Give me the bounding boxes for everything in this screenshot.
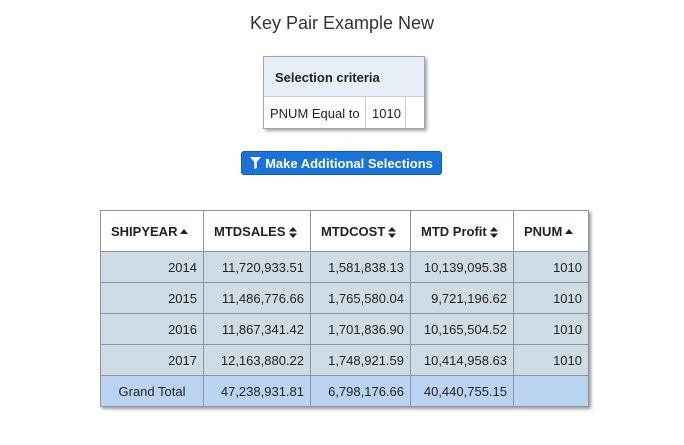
table-row: 2014 11,720,933.51 1,581,838.13 10,139,0… bbox=[100, 251, 589, 283]
column-header-label: MTDCOST bbox=[321, 223, 386, 239]
column-header-label: PNUM bbox=[524, 223, 563, 239]
sort-both-icon[interactable] bbox=[489, 226, 498, 238]
grand-total-label: Grand Total bbox=[100, 375, 204, 407]
cell-pnum: 1010 bbox=[513, 282, 589, 314]
cell-mtd-profit: 10,414,958.63 bbox=[410, 344, 514, 376]
total-mtdcost: 6,798,176.66 bbox=[310, 375, 411, 407]
table-row: 2015 11,486,776.66 1,765,580.04 9,721,19… bbox=[100, 282, 589, 314]
column-header-mtdcost[interactable]: MTDCOST bbox=[310, 210, 411, 252]
sort-both-icon[interactable] bbox=[288, 226, 297, 238]
column-header-pnum[interactable]: PNUM bbox=[513, 210, 589, 252]
criteria-field: PNUM Equal to bbox=[264, 97, 366, 128]
column-header-label: MTD Profit bbox=[421, 223, 487, 239]
sort-ascending-icon[interactable] bbox=[565, 228, 574, 236]
column-header-label: SHIPYEAR bbox=[111, 223, 178, 239]
table-row: 2017 12,163,880.22 1,748,921.59 10,414,9… bbox=[100, 344, 589, 376]
page-title: Key Pair Example New bbox=[249, 13, 435, 33]
column-header-mtdsales[interactable]: MTDSALES bbox=[203, 210, 311, 252]
cell-mtdcost: 1,765,580.04 bbox=[310, 282, 411, 314]
cell-pnum: 1010 bbox=[513, 313, 589, 345]
selection-criteria-header: Selection criteria bbox=[264, 57, 424, 97]
criteria-value: 1010 bbox=[366, 97, 406, 128]
cell-mtd-profit: 10,165,504.52 bbox=[410, 313, 514, 345]
cell-mtdsales: 11,867,341.42 bbox=[203, 313, 311, 345]
cell-mtdcost: 1,701,836.90 bbox=[310, 313, 411, 345]
selection-criteria-panel: Selection criteria PNUM Equal to 1010 bbox=[263, 56, 425, 129]
cell-mtd-profit: 9,721,196.62 bbox=[410, 282, 514, 314]
cell-mtdcost: 1,581,838.13 bbox=[310, 251, 411, 283]
criteria-spacer bbox=[406, 97, 424, 128]
cell-pnum: 1010 bbox=[513, 251, 589, 283]
cell-shipyear: 2016 bbox=[100, 313, 204, 345]
grand-total-row: Grand Total 47,238,931.81 6,798,176.66 4… bbox=[100, 375, 589, 407]
column-header-mtd-profit[interactable]: MTD Profit bbox=[410, 210, 514, 252]
criteria-row: PNUM Equal to 1010 bbox=[264, 97, 424, 128]
cell-mtdcost: 1,748,921.59 bbox=[310, 344, 411, 376]
sort-both-icon[interactable] bbox=[388, 226, 397, 238]
total-pnum bbox=[513, 375, 589, 407]
table-row: 2016 11,867,341.42 1,701,836.90 10,165,5… bbox=[100, 313, 589, 345]
cell-shipyear: 2017 bbox=[100, 344, 204, 376]
cell-mtd-profit: 10,139,095.38 bbox=[410, 251, 514, 283]
cell-mtdsales: 12,163,880.22 bbox=[203, 344, 311, 376]
filter-icon bbox=[250, 157, 262, 169]
cell-mtdsales: 11,720,933.51 bbox=[203, 251, 311, 283]
total-mtdsales: 47,238,931.81 bbox=[203, 375, 311, 407]
cell-shipyear: 2015 bbox=[100, 282, 204, 314]
column-header-label: MTDSALES bbox=[214, 223, 286, 239]
cell-pnum: 1010 bbox=[513, 344, 589, 376]
column-header-shipyear[interactable]: SHIPYEAR bbox=[100, 210, 204, 252]
make-additional-selections-button[interactable]: Make Additional Selections bbox=[241, 151, 442, 175]
make-additional-selections-label: Make Additional Selections bbox=[265, 155, 433, 171]
sort-ascending-icon[interactable] bbox=[180, 228, 189, 236]
report-table: SHIPYEAR MTDSALES MTDCOST MTD Profit PNU… bbox=[100, 210, 589, 407]
cell-shipyear: 2014 bbox=[100, 251, 204, 283]
total-mtd-profit: 40,440,755.15 bbox=[410, 375, 514, 407]
cell-mtdsales: 11,486,776.66 bbox=[203, 282, 311, 314]
header-row: SHIPYEAR MTDSALES MTDCOST MTD Profit PNU… bbox=[100, 210, 589, 252]
